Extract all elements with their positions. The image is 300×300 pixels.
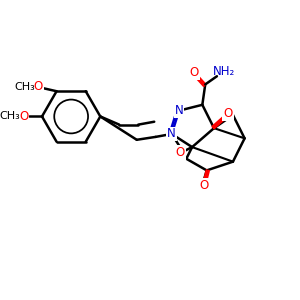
Text: N: N xyxy=(167,128,176,140)
Text: O: O xyxy=(224,107,232,120)
Text: O: O xyxy=(19,110,28,123)
Text: NH₂: NH₂ xyxy=(213,65,235,78)
Text: O: O xyxy=(199,179,208,192)
Text: CH₃: CH₃ xyxy=(0,112,20,122)
Text: N: N xyxy=(175,104,183,117)
Text: O: O xyxy=(190,66,199,79)
Text: CH₃: CH₃ xyxy=(14,82,35,92)
Text: O: O xyxy=(34,80,43,93)
Text: O: O xyxy=(176,146,185,159)
